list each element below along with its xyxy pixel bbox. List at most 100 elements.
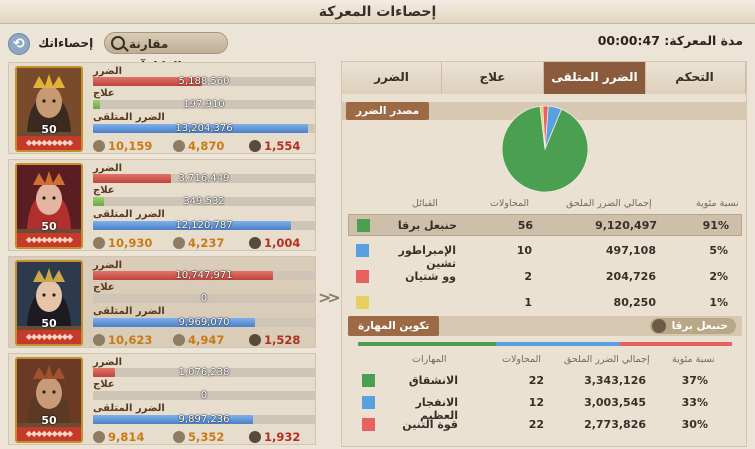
damage-value: 3,716,449 [178, 173, 230, 184]
slightly-wounded-value: 10,623 [108, 333, 153, 347]
commander-portrait[interactable]: 50 ◆◆◆◆◆◆◆◆◆ [15, 66, 83, 152]
commander-level: 50 [41, 220, 57, 233]
commander-card[interactable]: 50 ◆◆◆◆◆◆◆◆◆ الضرر 1,076,238 علاج 0 الضر… [8, 353, 316, 445]
commander-level: 50 [41, 123, 57, 136]
damage-source-row[interactable]: الإمبراطور تشين 10 497,108 5% [348, 240, 742, 270]
tab-damage-taken[interactable]: الضرر المتلقى [544, 62, 646, 94]
commander-list: 50 ◆◆◆◆◆◆◆◆◆ الضرر 5,188,560 علاج 197,91… [8, 62, 316, 449]
commander-card[interactable]: 50 ◆◆◆◆◆◆◆◆◆ الضرر 5,188,560 علاج 197,91… [8, 62, 316, 154]
damage-source-row[interactable]: حنبعل برقا 56 9,120,497 91% [348, 214, 742, 236]
damage-taken-value: 9,969,070 [178, 317, 230, 328]
color-swatch [356, 296, 369, 309]
commander-face-icon [17, 262, 81, 326]
skull-icon [249, 140, 261, 152]
slightly-wounded-count: 10,159 [93, 139, 152, 153]
skill-row: الانشقاق 22 3,343,126 37% [348, 370, 742, 392]
skill-name: الانشقاق [408, 374, 458, 387]
color-swatch [356, 270, 369, 283]
skill-attempts: 12 [528, 396, 544, 409]
skill-col-header-attempts: المحاولات [502, 354, 542, 365]
skill-composition-header: تكوين المهارة حنبعل برقا [348, 316, 742, 336]
my-stats-button[interactable]: إحصاءاتك [8, 32, 93, 55]
damage-taken-bar-fill [93, 318, 256, 327]
severely-wounded-icon [173, 140, 185, 152]
damage-label: الضرر [93, 260, 123, 271]
tab-damage[interactable]: الضرر [342, 62, 442, 94]
skill-pct: 37% [681, 374, 708, 387]
color-swatch [362, 396, 375, 409]
color-swatch [357, 219, 370, 232]
swap-icon [8, 32, 30, 55]
kills-count: 1,004 [249, 236, 300, 250]
source-total: 80,250 [613, 296, 656, 309]
damage-taken-value: 13,204,376 [175, 123, 233, 134]
source-attempts: 2 [524, 270, 532, 283]
commander-portrait[interactable]: 50 ◆◆◆◆◆◆◆◆◆ [15, 357, 83, 443]
skill-commander-badge[interactable]: حنبعل برقا [649, 318, 736, 334]
slightly-wounded-icon [93, 237, 105, 249]
damage-taken-bar [93, 415, 315, 424]
damage-bar [93, 77, 315, 86]
skill-pct: 30% [681, 418, 708, 431]
col-header-attempts: المحاولات [490, 198, 530, 209]
damage-taken-label: الضرر المتلقى [93, 306, 165, 317]
helmet-icon [651, 319, 666, 333]
slightly-wounded-count: 9,814 [93, 430, 144, 444]
skill-attempts: 22 [528, 374, 544, 387]
source-total: 9,120,497 [595, 219, 657, 232]
slightly-wounded-icon [93, 334, 105, 346]
damage-value: 10,747,971 [175, 270, 233, 281]
slightly-wounded-icon [93, 140, 105, 152]
damage-taken-bar-fill [93, 124, 309, 133]
damage-taken-label: الضرر المتلقى [93, 112, 165, 123]
tab-heal[interactable]: علاج [442, 62, 544, 94]
skull-icon [249, 334, 261, 346]
window-title: إحصاءات المعركة [0, 0, 755, 24]
kills-count: 1,528 [249, 333, 300, 347]
severely-wounded-icon [173, 431, 185, 443]
heal-bar-fill [93, 100, 100, 109]
source-attempts: 1 [524, 296, 532, 309]
troop-counts: 9,814 5,352 1,932 [93, 430, 315, 444]
skill-composition-label: تكوين المهارة [348, 316, 440, 336]
star-rating-icon: ◆◆◆◆◆◆◆◆◆ [17, 136, 81, 150]
stats-panel: التحكم الضرر المتلقى علاج الضرر مصدر الض… [341, 61, 747, 447]
severely-wounded-count: 5,352 [173, 430, 224, 444]
heal-bar [93, 100, 315, 109]
source-total: 497,108 [605, 244, 656, 257]
color-swatch [362, 374, 375, 387]
slightly-wounded-count: 10,930 [93, 236, 152, 250]
source-pct: 2% [709, 270, 728, 283]
commander-portrait[interactable]: 50 ◆◆◆◆◆◆◆◆◆ [15, 260, 83, 346]
commander-card[interactable]: 50 ◆◆◆◆◆◆◆◆◆ الضرر 10,747,971 علاج 0 الض… [8, 256, 316, 348]
commander-portrait[interactable]: 50 ◆◆◆◆◆◆◆◆◆ [15, 163, 83, 249]
source-attempts: 10 [516, 244, 532, 257]
pie-slice [539, 105, 546, 150]
tab-control[interactable]: التحكم [644, 62, 746, 94]
damage-taken-bar-fill [93, 415, 253, 424]
damage-source-row[interactable]: وو شتيان 2 204,726 2% [348, 266, 742, 288]
damage-taken-bar-fill [93, 221, 291, 230]
slightly-wounded-count: 10,623 [93, 333, 152, 347]
commander-card[interactable]: 50 ◆◆◆◆◆◆◆◆◆ الضرر 3,716,449 علاج 349,53… [8, 159, 316, 251]
skill-col-header-total: إجمالي الضرر الملحق [564, 354, 650, 365]
commander-face-icon [17, 68, 81, 132]
kills-count: 1,554 [249, 139, 300, 153]
skill-share-segment [619, 342, 732, 346]
slightly-wounded-value: 9,814 [108, 430, 145, 444]
compare-rewards-button[interactable]: مقارنة المكافآت [104, 32, 228, 73]
source-name: وو شتيان [405, 270, 456, 283]
heal-bar [93, 197, 315, 206]
heal-label: علاج [93, 88, 115, 99]
star-rating-icon: ◆◆◆◆◆◆◆◆◆ [17, 330, 81, 344]
severely-wounded-value: 5,352 [188, 430, 225, 444]
commander-face-icon [17, 359, 81, 423]
severely-wounded-count: 4,237 [173, 236, 224, 250]
damage-taken-value: 9,897,236 [178, 414, 230, 425]
damage-label: الضرر [93, 357, 123, 368]
damage-source-row[interactable]: 1 80,250 1% [348, 292, 742, 312]
commander-level: 50 [41, 414, 57, 427]
severely-wounded-value: 4,237 [188, 236, 225, 250]
skill-col-header-name: المهارات [412, 354, 447, 365]
skill-total: 2,773,826 [584, 418, 646, 431]
